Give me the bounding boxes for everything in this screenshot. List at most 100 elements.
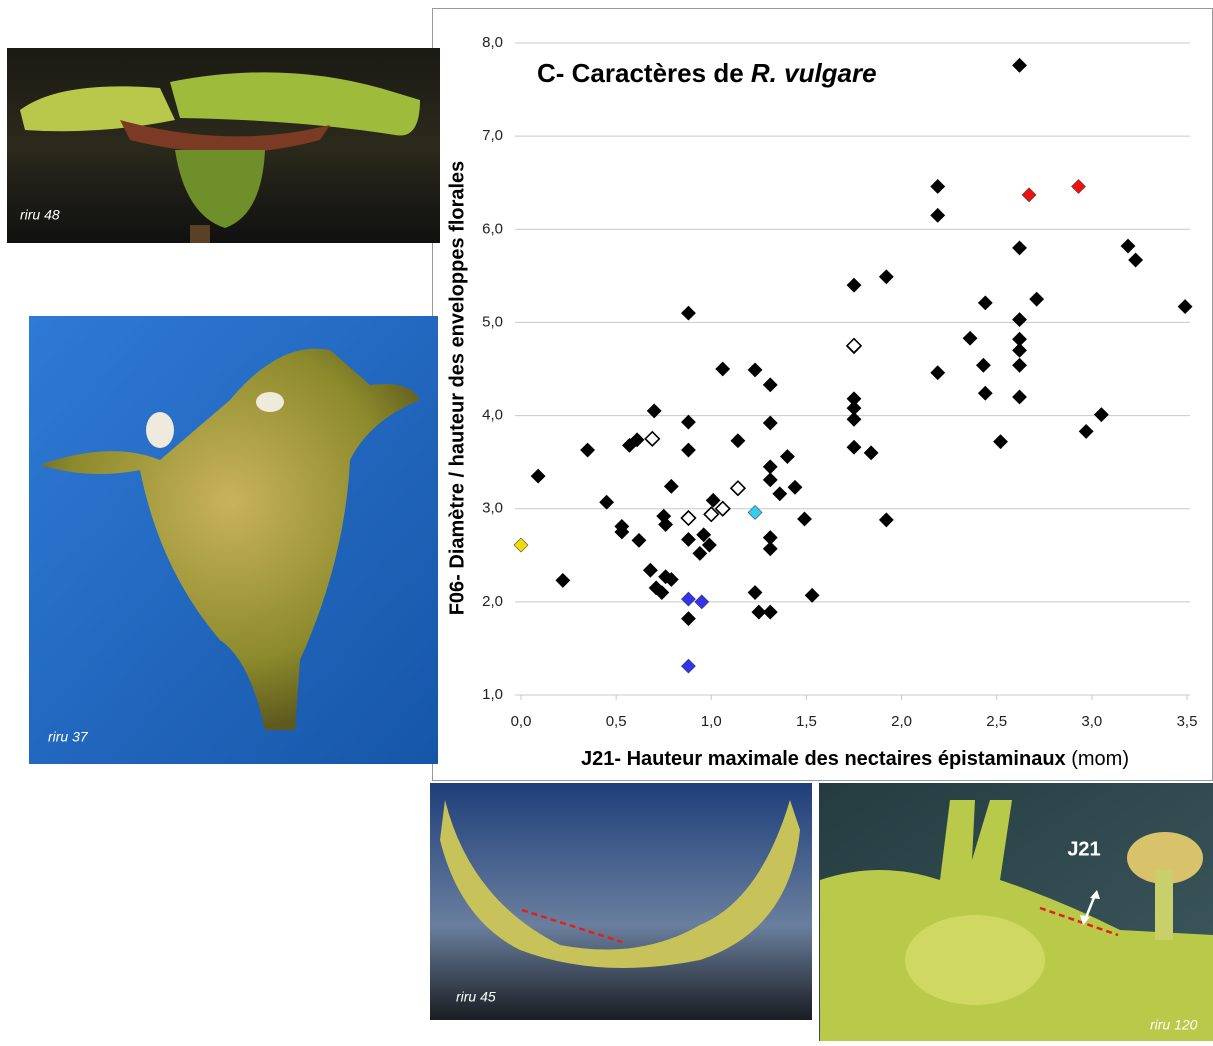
point: [751, 604, 767, 620]
point: [701, 537, 717, 553]
x-tick-label: 0,5: [606, 713, 627, 730]
point: [1021, 187, 1037, 203]
point: [1012, 240, 1027, 256]
point: [747, 505, 763, 520]
photo: riru 37: [29, 316, 438, 764]
point: [1029, 291, 1045, 307]
point: [580, 442, 596, 458]
point: [762, 415, 778, 431]
point: [663, 572, 679, 587]
point: [845, 337, 863, 354]
photo: riru 45: [430, 783, 812, 1020]
x-label-unit: (mom): [1071, 748, 1129, 770]
point: [696, 527, 712, 543]
y-tick-label: 5,0: [482, 313, 503, 330]
point: [530, 468, 546, 484]
point: [681, 658, 696, 674]
point: [930, 365, 946, 381]
point: [762, 604, 778, 620]
y-axis-label: F06- Diamètre / hauteur des enveloppes f…: [446, 161, 468, 616]
x-tick-label: 2,5: [986, 713, 1007, 730]
point: [930, 179, 946, 194]
point: [804, 587, 820, 603]
point: [714, 500, 731, 517]
x-axis-label: J21- Hauteur maximale des nectaires épis…: [581, 748, 1129, 770]
x-tick-label: 3,0: [1081, 713, 1102, 730]
y-tick-label: 3,0: [482, 500, 503, 517]
point: [797, 511, 812, 527]
chart-frame: [432, 8, 1213, 781]
x-tick-label: 0,0: [511, 713, 532, 730]
title-text: C- Caractères de: [537, 58, 744, 88]
point: [1177, 299, 1193, 315]
point: [762, 541, 778, 557]
point: [681, 442, 696, 458]
photo-label: riru 37: [48, 729, 89, 745]
chart-title: C- Caractères de R. vulgare: [537, 58, 877, 88]
y-tick-label: 8,0: [482, 34, 503, 51]
point: [642, 562, 658, 578]
point: [513, 537, 529, 553]
point: [863, 445, 879, 461]
point: [555, 573, 571, 588]
photo-label: riru 120: [1150, 1017, 1198, 1033]
point: [977, 295, 993, 311]
point: [747, 585, 763, 600]
point: [779, 449, 795, 464]
point: [681, 611, 696, 627]
point: [680, 509, 697, 527]
point: [1012, 312, 1027, 328]
point: [599, 494, 615, 510]
point: [846, 439, 862, 455]
point: [993, 434, 1008, 450]
point: [730, 433, 746, 449]
y-tick-label: 2,0: [482, 593, 503, 610]
photo-label: riru 48: [20, 207, 60, 223]
point: [705, 492, 721, 508]
point: [962, 330, 978, 346]
photo: J21 riru 120: [819, 783, 1213, 1041]
point: [1128, 252, 1144, 268]
point: [1093, 407, 1109, 423]
y-tick-label: 7,0: [482, 127, 503, 144]
point: [692, 545, 708, 561]
point: [1071, 179, 1086, 194]
photo: riru 48: [7, 48, 440, 243]
x-label-main: J21- Hauteur maximale des nectaires épis…: [581, 748, 1066, 770]
point: [1012, 342, 1027, 358]
point: [762, 472, 778, 488]
point: [629, 432, 645, 448]
point: [715, 361, 731, 377]
point: [846, 277, 862, 293]
point: [772, 486, 788, 502]
point: [663, 478, 679, 494]
x-tick-label: 1,5: [796, 713, 817, 730]
point: [654, 585, 670, 600]
point: [762, 377, 778, 393]
point: [1078, 423, 1094, 439]
x-tick-label: 3,5: [1177, 713, 1198, 730]
photo-label: riru 45: [456, 989, 496, 1005]
annotation: J21: [1067, 838, 1100, 860]
point: [631, 532, 647, 548]
point: [729, 480, 747, 497]
point: [975, 357, 991, 373]
point: [930, 207, 946, 223]
point: [614, 524, 630, 540]
point: [846, 411, 862, 427]
point: [658, 517, 674, 532]
point: [681, 414, 696, 430]
y-tick-label: 6,0: [482, 220, 503, 237]
point: [878, 269, 894, 285]
point: [694, 594, 710, 610]
point: [681, 591, 696, 607]
point: [644, 430, 661, 447]
y-tick-label: 4,0: [482, 407, 503, 424]
y-tick-label: 1,0: [482, 686, 503, 703]
point: [703, 506, 720, 523]
point: [1120, 238, 1136, 254]
point: [787, 479, 803, 495]
plot: 1,0 2,0 3,0 4,0 5,0 6,0 7,0 8,0 0,0 0,5 1,0 1,5 2,0 2…: [482, 34, 1197, 730]
